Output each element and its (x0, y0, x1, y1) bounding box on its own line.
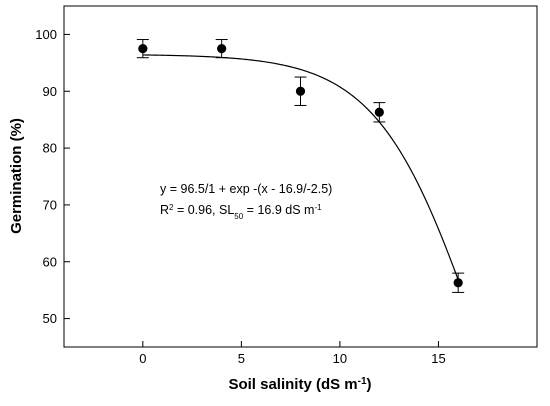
x-axis-ticks: 0 5 10 15 (139, 341, 446, 366)
x-tick-label: 0 (139, 351, 146, 366)
y-tick-label: 70 (43, 197, 57, 212)
x-tick-label: 5 (238, 351, 245, 366)
data-point (138, 44, 148, 54)
x-axis-title-superscript: -1 (358, 376, 367, 387)
data-point-group (136, 39, 149, 59)
y-tick-label: 100 (35, 27, 57, 42)
sl-unit-superscript: -1 (314, 203, 322, 212)
y-axis-ticks: 50 60 70 80 90 100 (35, 27, 70, 326)
y-axis-title: Germination (%) (8, 118, 25, 234)
data-point (374, 107, 384, 117)
data-point-group (373, 102, 386, 123)
sl-subscript: 50 (234, 212, 243, 221)
y-tick-label: 80 (43, 141, 57, 156)
y-tick-label: 90 (43, 84, 57, 99)
x-axis-title-end: ) (367, 376, 372, 393)
data-point (453, 278, 463, 288)
equation-annotation: y = 96.5/1 + exp -(x - 16.9/-2.5) (160, 182, 332, 196)
y-tick-label: 60 (43, 254, 57, 269)
data-point-group (452, 272, 465, 293)
data-point-group (294, 76, 307, 106)
plot-frame (63, 5, 538, 348)
data-point (217, 44, 227, 54)
x-tick-label: 15 (431, 351, 445, 366)
r2-superscript: 2 (169, 203, 174, 212)
data-point (295, 86, 306, 96)
data-points (136, 39, 465, 293)
y-tick-label: 50 (43, 311, 57, 326)
sl-value: = 16.9 dS m (243, 203, 314, 217)
x-axis-title-main: Soil salinity (dS m (228, 376, 357, 393)
r2-annotation: R2 = 0.96, SL50 = 16.9 dS m-1 (160, 203, 322, 221)
r2-value: = 0.96, SL (173, 203, 234, 217)
x-tick-label: 10 (333, 351, 347, 366)
fit-curve (142, 54, 459, 280)
data-point-group (215, 39, 228, 59)
r2-prefix: R (160, 203, 169, 217)
x-axis-title: Soil salinity (dS m-1) (228, 376, 371, 394)
